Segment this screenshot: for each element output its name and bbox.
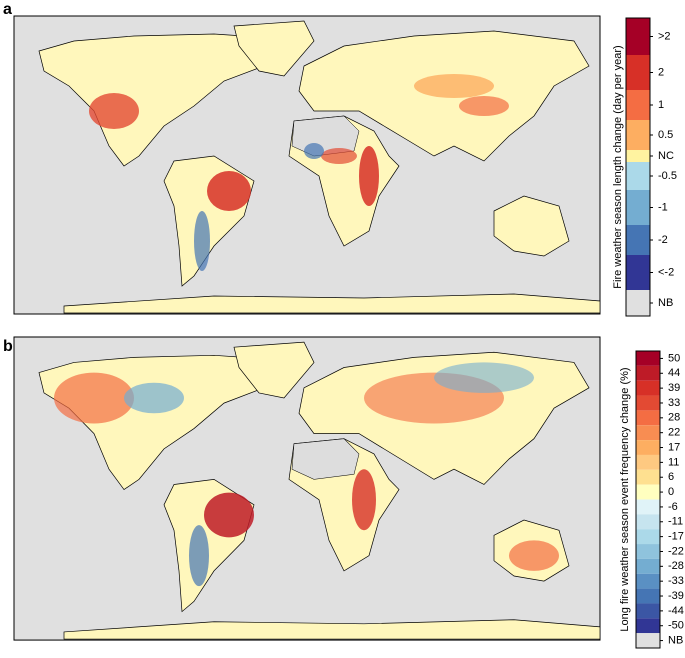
- colorbar-segment: [636, 514, 660, 530]
- colorbar-label: <-2: [658, 266, 674, 278]
- colorbar-label: -22: [668, 545, 684, 557]
- colorbar-segment: [626, 190, 650, 225]
- colorbar-label: -39: [668, 590, 684, 602]
- colorbar-segment: [636, 618, 660, 634]
- colorbar-title: Fire weather season length change (day p…: [612, 45, 624, 288]
- colorbar-label: -50: [668, 620, 684, 632]
- panel-label: b: [3, 338, 13, 355]
- colorbar-label: NB: [668, 634, 683, 646]
- colorbar-segment: [636, 499, 660, 515]
- colorbar-label: 1: [658, 99, 664, 111]
- colorbar-label: 11: [668, 456, 679, 468]
- colorbar-label: 22: [668, 427, 680, 439]
- colorbar-label: -11: [668, 516, 683, 528]
- colorbar-segment: [636, 380, 660, 396]
- colorbar-label: >2: [658, 30, 671, 42]
- colorbar-segment: [636, 395, 660, 411]
- colorbar-label: -2: [658, 234, 668, 246]
- colorbar-frame: [635, 350, 661, 649]
- colorbar-segment: [636, 588, 660, 604]
- colorbar-segment: [636, 558, 660, 574]
- colorbar-segment: [626, 150, 650, 162]
- colorbar-segment: [636, 410, 660, 426]
- colorbar-segment: [636, 351, 660, 366]
- colorbar-segment: [626, 120, 650, 150]
- colorbar-segment: [636, 573, 660, 589]
- colorbar-label: 0: [668, 486, 674, 498]
- colorbar-segment: [626, 255, 650, 290]
- colorbar-label: 39: [668, 382, 680, 394]
- colorbar-segment: [636, 544, 660, 559]
- colorbar-segment: [636, 529, 660, 545]
- colorbar-segment: [626, 55, 650, 90]
- colorbar-label: 17: [668, 441, 680, 453]
- colorbar-segment: [626, 162, 650, 190]
- colorbar-label: -28: [668, 560, 684, 572]
- colorbar-label: -1: [658, 201, 668, 213]
- colorbar-segment: [636, 440, 660, 455]
- colorbar-label: -17: [668, 531, 684, 543]
- panel-label: a: [3, 1, 12, 18]
- colorbar-label: 28: [668, 412, 680, 424]
- colorbar-label: -0.5: [658, 170, 677, 182]
- colorbar-label: 6: [668, 471, 674, 483]
- map-b: [13, 336, 601, 641]
- colorbar-label: 50: [668, 352, 680, 364]
- colorbar-segment: [636, 425, 660, 441]
- colorbar-label: NB: [658, 297, 673, 309]
- colorbar-segment: [636, 603, 660, 619]
- colorbar-segment: [636, 454, 660, 470]
- colorbar-label: -44: [668, 605, 684, 617]
- colorbar-title: Long fire weather season event frequency…: [619, 367, 631, 631]
- colorbar-segment: [636, 469, 660, 485]
- colorbar-segment: [626, 290, 650, 316]
- colorbar-label: NC: [658, 150, 674, 162]
- colorbar-label: 0.5: [658, 129, 673, 141]
- colorbar-segment: [626, 18, 650, 55]
- colorbar-label: -6: [668, 501, 678, 513]
- colorbar-label: 2: [658, 66, 664, 78]
- map-a: [13, 15, 601, 315]
- colorbar-label: 33: [668, 397, 680, 409]
- colorbar-label: 44: [668, 367, 680, 379]
- colorbar-segment: [636, 633, 660, 648]
- colorbar-frame: [625, 17, 651, 317]
- colorbar-label: -33: [668, 575, 684, 587]
- colorbar-segment: [626, 225, 650, 255]
- colorbar-segment: [626, 90, 650, 120]
- colorbar-segment: [636, 365, 660, 381]
- colorbar-segment: [636, 484, 660, 500]
